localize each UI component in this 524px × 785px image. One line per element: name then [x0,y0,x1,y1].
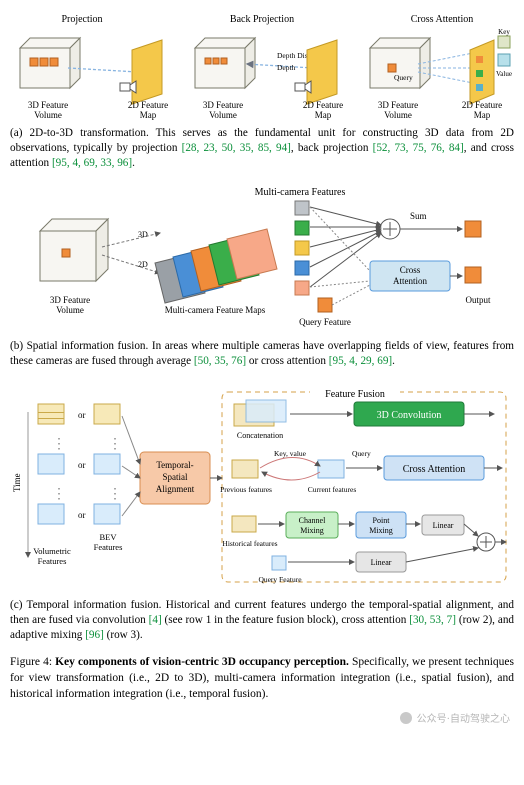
title-crossattn: Cross Attention [411,14,474,25]
cite-c2: [30, 53, 7] [409,614,456,626]
svg-text:Cross: Cross [400,265,421,275]
title-multicam: Multi-camera Features [255,187,346,198]
plane1 [132,40,162,104]
panel-a-svg: Projection Back Projection Cross Attenti… [10,10,514,120]
svg-text:Map: Map [474,110,491,120]
svg-text:or: or [78,460,86,470]
lbl-qf: Query Feature [258,575,302,584]
svg-text:Mixing: Mixing [369,526,393,535]
panel-c: Time or ⋮ ⋮ or ⋮ ⋮ or Volumetric Feature… [10,382,514,643]
cube1 [20,38,80,88]
svg-text:3D Feature: 3D Feature [203,100,243,110]
title-backproj: Back Projection [230,14,294,25]
svg-text:Point: Point [373,516,391,525]
svg-text:Mixing: Mixing [300,526,324,535]
svg-text:Channel: Channel [299,516,326,525]
panel-b: Multi-camera Features 3D Feature Volume … [10,183,514,369]
cite-a1: [28, 23, 50, 35, 85, 94] [182,142,291,154]
lbl-sum: Sum [410,211,427,221]
svg-text:Features: Features [38,556,67,566]
svg-text:3D Feature: 3D Feature [378,100,418,110]
camera-icon [120,81,136,93]
svg-text:BEV: BEV [100,532,118,542]
svg-text:3D Convolution: 3D Convolution [377,410,442,421]
svg-text:Features: Features [94,542,123,552]
svg-text:2D Feature: 2D Feature [462,100,502,110]
panel-c-svg: Time or ⋮ ⋮ or ⋮ ⋮ or Volumetric Feature… [10,382,514,592]
lbl-curr: Current features [308,485,357,494]
svg-text:or: or [78,410,86,420]
lbl-prev: Previous features [220,485,272,494]
caption-c: (c) Temporal information fusion. Histori… [10,598,514,643]
lbl-time: Time [12,473,22,492]
lbl-q: Query [352,449,371,458]
cite-a3: [95, 4, 69, 33, 96] [52,157,132,169]
svg-text:Linear: Linear [433,521,454,530]
svg-text:⋮: ⋮ [52,437,66,452]
lbl-2dmap: 2D Feature [128,100,168,110]
svg-text:Spatial: Spatial [163,472,188,482]
svg-text:Volume: Volume [209,110,237,120]
panel-a: Projection Back Projection Cross Attenti… [10,10,514,171]
svg-text:⋮: ⋮ [108,487,122,502]
watermark: 公众号·自动驾驶之心 [399,710,510,725]
svg-text:Map: Map [140,110,157,120]
svg-text:Map: Map [315,110,332,120]
svg-text:3D Feature: 3D Feature [50,295,90,305]
figure-caption: Figure 4: Key components of vision-centr… [10,655,514,703]
svg-text:⋮: ⋮ [52,487,66,502]
svg-text:Volumetric: Volumetric [33,546,71,556]
lbl-output: Output [465,295,491,305]
caption-a: (a) 2D-to-3D transformation. This serves… [10,126,514,171]
svg-text:Alignment: Alignment [156,484,195,494]
title-projection: Projection [61,14,102,25]
lbl-concat: Concatenation [237,431,283,440]
svg-text:Volume: Volume [384,110,412,120]
panel-b-svg: Multi-camera Features 3D Feature Volume … [10,183,514,333]
lbl-kv: Key, value [274,449,307,458]
wechat-icon [399,711,413,725]
lbl-3dvol: 3D Feature [28,100,68,110]
cite-b2: [95, 4, 29, 69] [329,355,392,367]
cite-b1: [50, 35, 76] [194,355,246,367]
svg-text:2D Feature: 2D Feature [303,100,343,110]
svg-text:Volume: Volume [34,110,62,120]
caption-b: (b) Spatial information fusion. In areas… [10,339,514,369]
lbl-ff: Feature Fusion [325,389,385,400]
lbl-depth: Depth [277,63,296,72]
lbl-value: Value [496,70,512,78]
cite-a2: [52, 73, 75, 76, 84] [373,142,464,154]
svg-text:or: or [78,510,86,520]
cite-c3: [96] [85,629,104,641]
svg-text:Attention: Attention [393,276,427,286]
lbl-maps: Multi-camera Feature Maps [165,305,266,315]
svg-text:Volume: Volume [56,305,84,315]
lbl-queryfeat: Query Feature [299,317,351,327]
lbl-3d: 3D [138,230,148,239]
figcap-bold: Key components of vision-centric 3D occu… [55,656,349,668]
svg-text:Temporal-: Temporal- [156,460,193,470]
svg-text:Linear: Linear [371,558,392,567]
lbl-key: Key [498,28,510,36]
svg-text:Cross Attention: Cross Attention [403,464,466,475]
lbl-query: Query [394,73,413,82]
lbl-hist: Historical features [222,539,277,548]
svg-text:⋮: ⋮ [108,437,122,452]
lbl-2d: 2D [138,260,148,269]
cite-c1: [4] [149,614,162,626]
